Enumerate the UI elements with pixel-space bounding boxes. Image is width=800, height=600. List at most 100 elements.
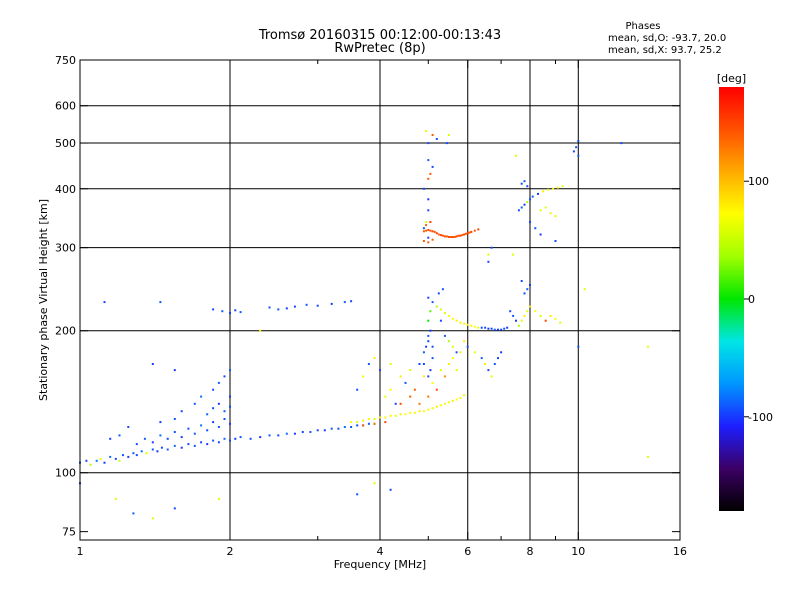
data-point [427,241,430,244]
data-point [437,233,440,236]
data-point [118,434,121,437]
data-point [515,319,517,322]
data-point [285,307,288,310]
data-point [389,488,392,491]
data-point [239,436,242,439]
data-point [487,369,490,372]
data-point [212,421,215,424]
data-point [487,327,490,330]
data-point [547,188,550,191]
data-point [515,154,517,157]
data-point [554,215,557,218]
data-point [435,305,438,308]
data-point [367,422,370,425]
data-point [135,454,138,457]
data-point [427,395,430,398]
data-point [429,369,432,372]
data-point [443,402,446,405]
data-point [343,426,346,428]
data-point [539,233,542,236]
data-point [309,431,312,433]
data-point [493,328,496,331]
data-point [439,369,442,372]
data-point [268,434,271,437]
colorbar-tick-label: -100 [748,411,773,424]
data-point [330,302,333,305]
data-point [468,231,471,234]
plot-grid [80,60,680,540]
data-point [427,296,430,299]
data-point [487,253,490,256]
data-point [367,363,370,365]
data-point [429,172,432,175]
data-point [367,418,370,420]
data-point [531,195,534,198]
data-point [323,429,326,432]
data-point [301,431,304,433]
data-point [577,140,580,142]
data-point [431,238,434,241]
data-point [429,329,432,332]
data-point [427,236,430,239]
data-point [451,236,454,238]
colorbar [719,87,744,511]
data-point [451,357,454,360]
data-point [512,314,515,317]
data-point [447,134,450,136]
data-point [229,422,231,425]
data-point [217,441,220,444]
data-point [520,319,523,322]
data-point [561,185,564,188]
data-point [429,229,432,232]
phase-stats-heading: Phases [625,21,660,32]
data-point [451,345,454,348]
data-point [544,319,547,322]
data-point [151,441,154,444]
y-tick-label: 500 [55,137,76,150]
data-point [439,234,442,237]
data-point [259,329,262,332]
data-point [379,369,381,372]
data-point [384,395,387,398]
data-point [259,436,262,439]
data-point [455,398,458,401]
data-point [435,232,438,235]
data-point [480,357,483,360]
data-point [384,416,387,419]
y-tick-label: 200 [55,325,76,338]
data-point [229,312,231,315]
data-point [583,288,586,291]
data-point [463,322,466,325]
data-point [512,253,515,256]
data-point [135,443,138,446]
data-point [529,284,531,286]
data-point [459,321,462,324]
x-tick-label: 10 [571,545,585,558]
y-tick-label: 600 [55,100,76,113]
data-point [249,437,252,440]
data-point [447,340,450,343]
data-point [285,432,288,435]
data-point [200,395,203,398]
data-point [427,408,430,411]
y-tick-label: 750 [55,54,76,67]
data-point [85,459,88,462]
data-point [517,209,520,212]
data-point [431,165,434,168]
data-point [477,326,480,329]
data-point [544,206,547,209]
data-point [427,159,430,162]
y-tick-label: 300 [55,242,76,255]
data-point [212,407,215,410]
data-point [459,234,462,237]
data-point [435,405,438,408]
data-point [556,186,559,189]
data-point [422,363,425,365]
data-point [122,454,124,457]
data-point [445,235,448,238]
data-point [159,421,162,424]
data-point [145,452,148,455]
data-point [103,301,106,304]
data-point [156,450,159,453]
data-point [425,345,428,348]
